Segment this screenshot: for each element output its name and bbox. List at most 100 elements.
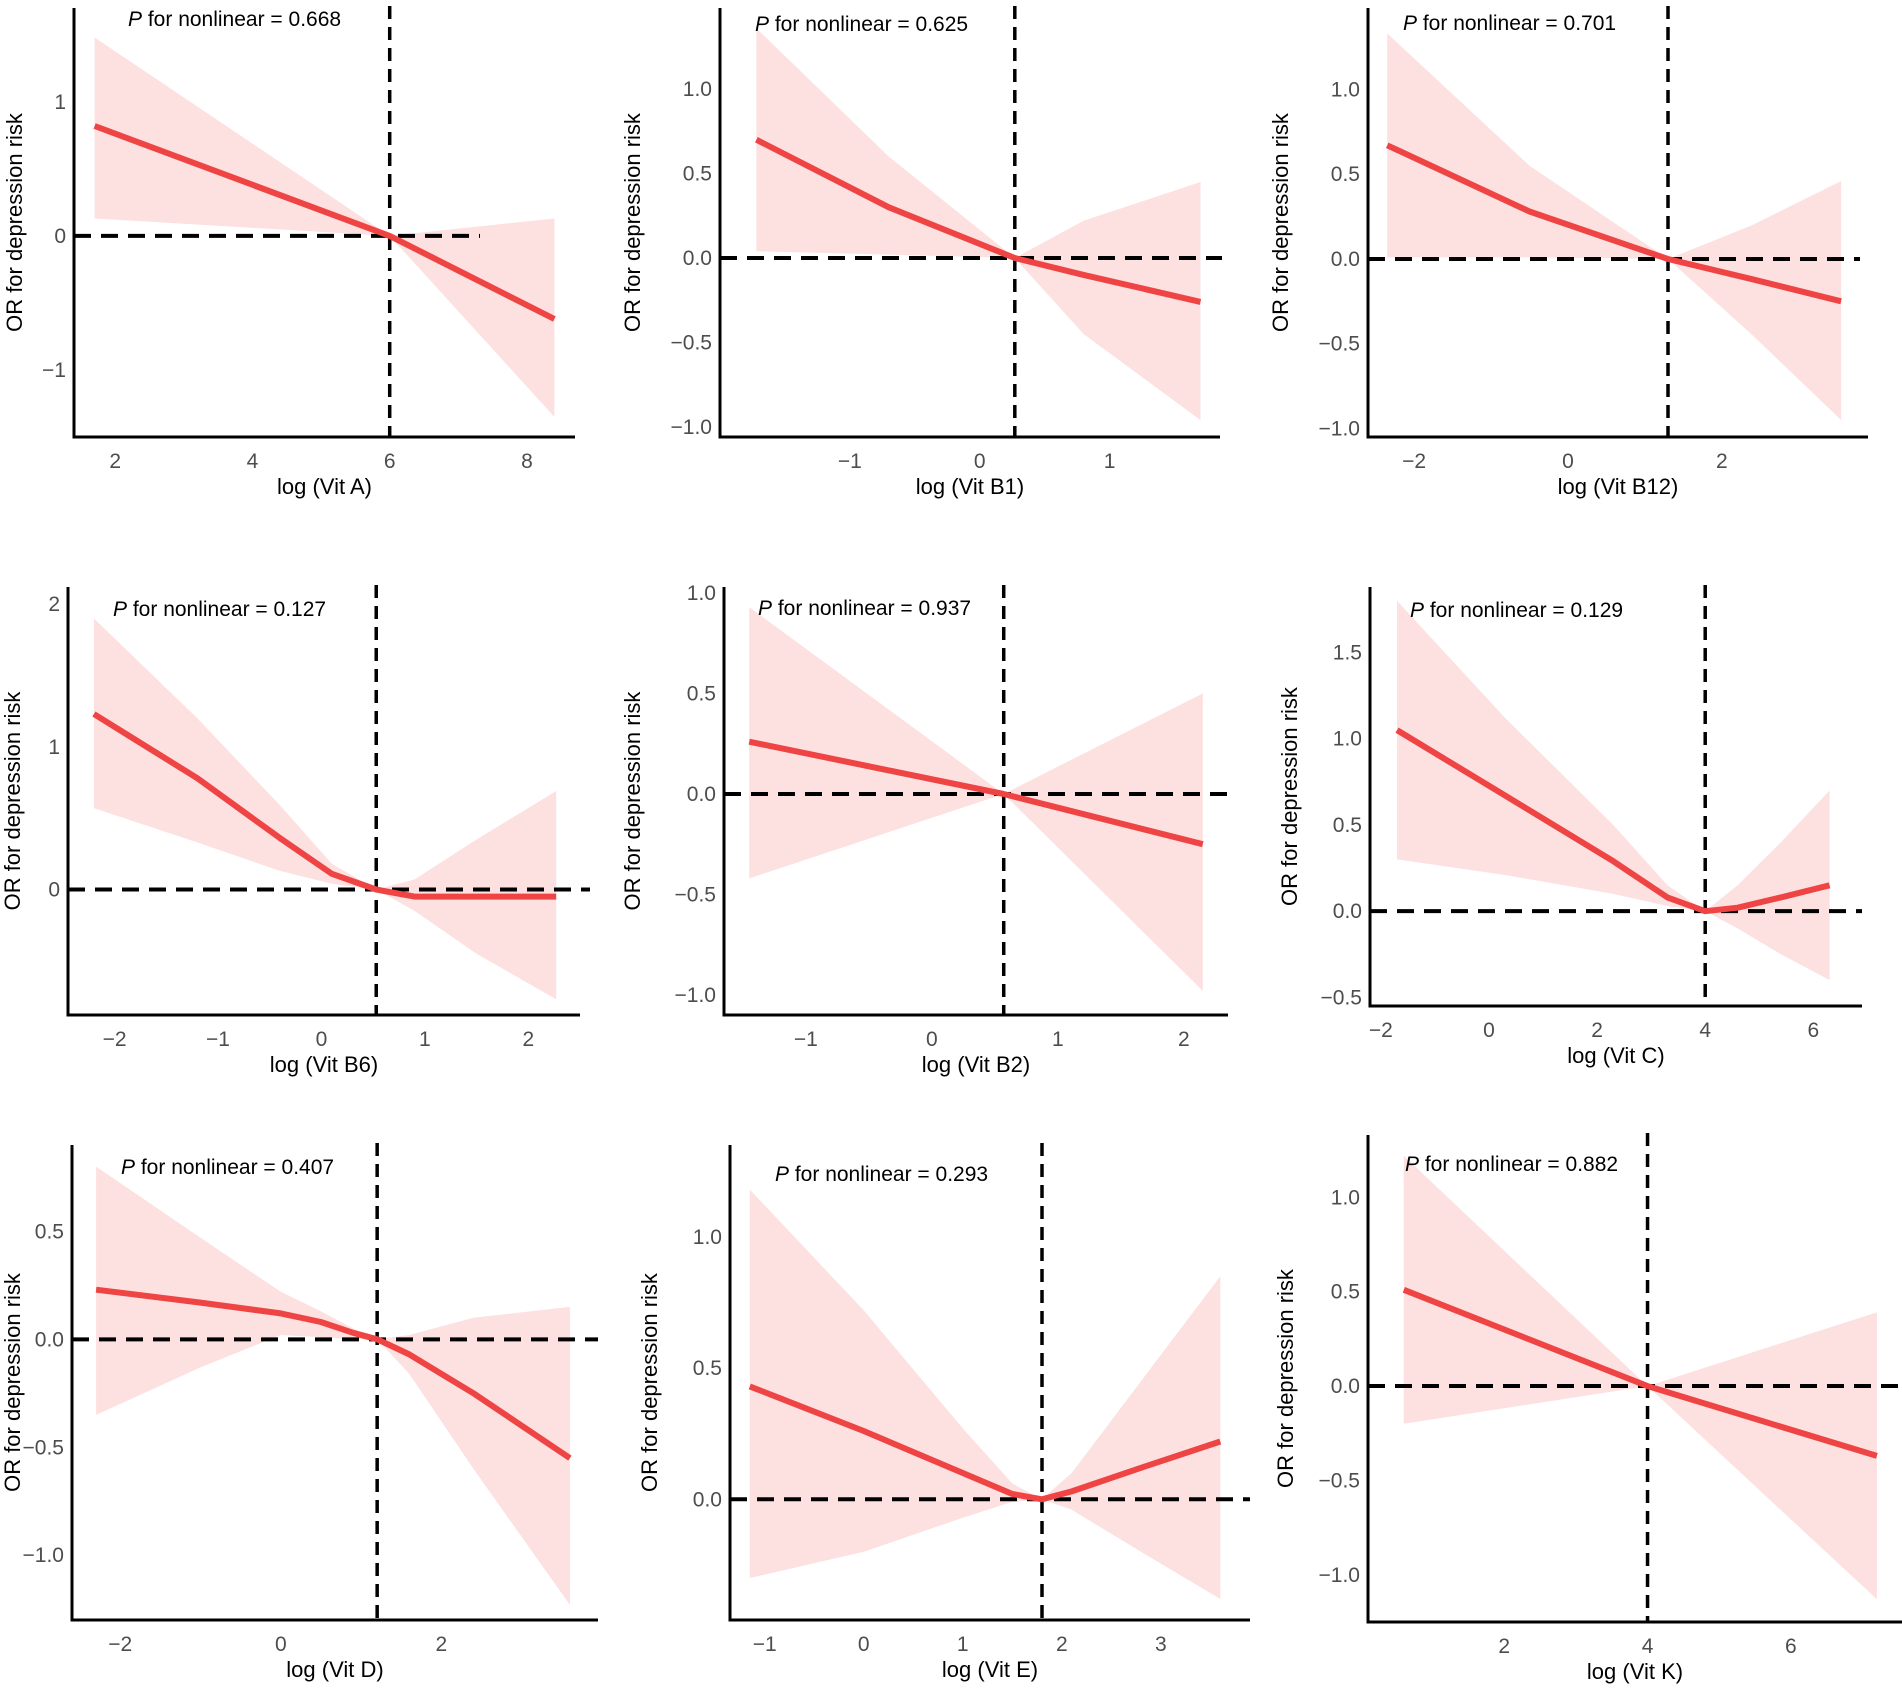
chart-5-y-tick-label: 0.0 xyxy=(1333,900,1362,923)
chart-6-panel: −2 0 2 −1.0 −0.5 0.0 0.5 log (Vit D) OR for depr… xyxy=(0,1143,598,1682)
chart-1-p-symbol: P xyxy=(755,13,769,36)
chart-2-ci-band xyxy=(1387,33,1842,421)
chart-5-p-value-text: for nonlinear = 0.129 xyxy=(1424,599,1623,622)
chart-1-y-tick-label: 0.5 xyxy=(683,163,712,186)
chart-7-y-tick-label: 0.0 xyxy=(693,1488,722,1511)
chart-7-ci-band xyxy=(749,1189,1221,1599)
chart-7-y-tick-label: 0.5 xyxy=(693,1357,722,1380)
chart-1-p-nonlinear: P for nonlinear = 0.625 xyxy=(755,13,968,36)
chart-4-ci-band xyxy=(749,607,1203,991)
chart-6-p-symbol: P xyxy=(121,1156,135,1179)
chart-8-p-nonlinear: P for nonlinear = 0.882 xyxy=(1405,1153,1618,1176)
chart-3-or-curve xyxy=(92,711,557,900)
chart-0-or-curve xyxy=(93,123,556,322)
chart-6-y-tick-label: 0.5 xyxy=(35,1220,64,1243)
chart-6-x-tick-label: −2 xyxy=(108,1633,132,1656)
chart-0-y-axis-title: OR for depression risk xyxy=(2,112,27,332)
chart-3-panel: −2 −1 0 1 2 0 1 2 log (Vit B6) OR for depression … xyxy=(0,585,590,1077)
chart-0-y-tick-label: 1 xyxy=(54,91,66,114)
chart-1-or-curve xyxy=(755,137,1202,305)
chart-1-x-tick-label: −1 xyxy=(838,450,862,473)
chart-8-y-tick-label: 1.0 xyxy=(1331,1186,1360,1209)
chart-8-p-symbol: P xyxy=(1405,1153,1419,1176)
chart-4-y-tick-label: 0.5 xyxy=(687,682,716,705)
chart-3-x-axis-title: log (Vit B6) xyxy=(270,1052,378,1077)
chart-0-y-tick-label: 0 xyxy=(54,225,66,248)
chart-2-p-value-text: for nonlinear = 0.701 xyxy=(1417,12,1616,35)
chart-8-y-tick-label: 0.0 xyxy=(1331,1375,1360,1398)
chart-3-x-tick-label: 1 xyxy=(419,1028,431,1051)
chart-4-x-tick-label: 1 xyxy=(1052,1028,1064,1051)
chart-5-y-tick-label: 1.0 xyxy=(1333,728,1362,751)
chart-1-x-tick-label: 0 xyxy=(974,450,986,473)
chart-3-x-tick-label: 0 xyxy=(316,1028,328,1051)
chart-5-panel: −2 0 2 4 6 −0.5 0.0 0.5 1.0 1.5 log (Vit C) OR for … xyxy=(1277,585,1862,1068)
chart-5-x-tick-label: 6 xyxy=(1807,1019,1819,1042)
chart-2-y-axis-title: OR for depression risk xyxy=(1268,112,1293,332)
chart-3-y-tick-label: 2 xyxy=(48,593,60,616)
chart-8-or-curve xyxy=(1402,1287,1878,1459)
chart-6-y-tick-label: −0.5 xyxy=(23,1436,64,1459)
chart-2-panel: −2 0 2 −1.0 −0.5 0.0 0.5 1.0 log (Vit B12) OR for… xyxy=(1268,6,1868,499)
chart-5-x-tick-label: 0 xyxy=(1483,1019,1495,1042)
chart-8-x-axis-title: log (Vit K) xyxy=(1587,1659,1683,1684)
chart-4-y-tick-label: 0.0 xyxy=(687,783,716,806)
chart-8-x-tick-label: 6 xyxy=(1785,1635,1797,1658)
chart-7-y-tick-label: 1.0 xyxy=(693,1226,722,1249)
chart-3-y-axis-title: OR for depression risk xyxy=(0,691,25,911)
chart-6-or-curve xyxy=(95,1286,572,1461)
chart-5-x-tick-label: 2 xyxy=(1591,1019,1603,1042)
chart-6-ci-band xyxy=(96,1166,570,1605)
chart-5-p-nonlinear: P for nonlinear = 0.129 xyxy=(1410,599,1623,622)
chart-7-x-tick-label: 0 xyxy=(858,1633,870,1656)
chart-5-x-tick-label: 4 xyxy=(1699,1019,1711,1042)
chart-3-y-tick-label: 1 xyxy=(48,736,60,759)
chart-7-y-axis-title: OR for depression risk xyxy=(637,1272,662,1492)
chart-7-p-symbol: P xyxy=(775,1163,789,1186)
chart-3-p-symbol: P xyxy=(113,598,127,621)
chart-1-y-tick-label: −1.0 xyxy=(671,416,712,439)
chart-7-x-tick-label: 3 xyxy=(1155,1633,1167,1656)
chart-0-x-axis-title: log (Vit A) xyxy=(277,474,372,499)
chart-2-x-tick-label: 0 xyxy=(1562,450,1574,473)
chart-7-x-tick-label: 1 xyxy=(957,1633,969,1656)
chart-0-x-tick-label: 4 xyxy=(247,450,259,473)
chart-7-p-nonlinear: P for nonlinear = 0.293 xyxy=(775,1163,988,1186)
chart-1-x-tick-label: 1 xyxy=(1104,450,1116,473)
chart-4-y-tick-label: −1.0 xyxy=(675,984,716,1007)
chart-8-p-value-text: for nonlinear = 0.882 xyxy=(1419,1153,1618,1176)
chart-1-y-tick-label: −0.5 xyxy=(671,331,712,354)
chart-2-y-tick-label: 1.0 xyxy=(1331,78,1360,101)
chart-4-p-nonlinear: P for nonlinear = 0.937 xyxy=(758,597,971,620)
chart-0-x-tick-label: 2 xyxy=(109,450,121,473)
chart-0-ci-band xyxy=(94,37,555,417)
chart-4-p-value-text: for nonlinear = 0.937 xyxy=(772,597,971,620)
chart-3-p-value-text: for nonlinear = 0.127 xyxy=(127,598,326,621)
chart-5-y-tick-label: 1.5 xyxy=(1333,642,1362,665)
chart-8-y-tick-label: 0.5 xyxy=(1331,1281,1360,1304)
chart-1-x-axis-title: log (Vit B1) xyxy=(916,474,1024,499)
chart-0-p-symbol: P xyxy=(128,8,142,31)
chart-5-y-tick-label: −0.5 xyxy=(1321,986,1362,1009)
chart-1-p-value-text: for nonlinear = 0.625 xyxy=(769,13,968,36)
chart-8-ci-band xyxy=(1403,1155,1877,1600)
chart-6-p-value-text: for nonlinear = 0.407 xyxy=(135,1156,334,1179)
chart-5-y-tick-label: 0.5 xyxy=(1333,814,1362,837)
chart-3-p-nonlinear: P for nonlinear = 0.127 xyxy=(113,598,326,621)
chart-7-or-curve xyxy=(748,1383,1222,1503)
chart-4-y-axis-title: OR for depression risk xyxy=(620,691,645,911)
chart-3-x-tick-label: −1 xyxy=(206,1028,230,1051)
chart-2-p-nonlinear: P for nonlinear = 0.701 xyxy=(1403,12,1616,35)
chart-3-x-tick-label: 2 xyxy=(522,1028,534,1051)
chart-6-x-tick-label: 0 xyxy=(275,1633,287,1656)
chart-4-x-tick-label: −1 xyxy=(794,1028,818,1051)
chart-4-y-tick-label: 1.0 xyxy=(687,582,716,605)
chart-1-y-tick-label: 1.0 xyxy=(683,78,712,101)
chart-0-p-value-text: for nonlinear = 0.668 xyxy=(142,8,341,31)
chart-2-x-tick-label: −2 xyxy=(1402,450,1426,473)
chart-5-y-axis-title: OR for depression risk xyxy=(1277,686,1302,906)
chart-0-x-tick-label: 8 xyxy=(521,450,533,473)
chart-8-y-axis-title: OR for depression risk xyxy=(1273,1268,1298,1488)
chart-7-x-tick-label: −1 xyxy=(753,1633,777,1656)
